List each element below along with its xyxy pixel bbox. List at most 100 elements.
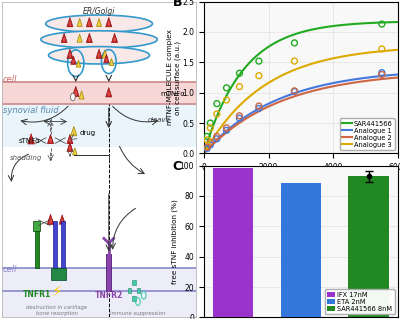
Circle shape [72,59,75,64]
Polygon shape [86,33,92,43]
Bar [348,176,389,317]
Analogue 1 [316,85,321,88]
Point [214,134,220,139]
Analogue 2 [331,84,336,88]
Point [379,46,385,51]
Analogue 1 [396,72,400,76]
Point [256,106,262,111]
Point [204,137,210,143]
Point [204,146,210,151]
SAR441566 [331,24,336,28]
Polygon shape [79,91,84,99]
Bar [35,231,39,269]
Polygon shape [67,134,73,144]
Circle shape [70,93,75,101]
Bar [280,183,321,317]
FancyBboxPatch shape [2,82,196,104]
Text: sTNFα: sTNFα [18,138,40,144]
Polygon shape [47,214,54,225]
Ellipse shape [41,31,157,48]
Y-axis label: mTNF-MOLECULE complex
on cell surface (a.u.): mTNF-MOLECULE complex on cell surface (a… [167,30,181,125]
Legend: IFX 17nM, ETA 2nM, SAR441566 8nM: IFX 17nM, ETA 2nM, SAR441566 8nM [325,289,395,314]
Point [236,84,243,89]
Bar [137,288,140,293]
Circle shape [60,218,64,224]
Circle shape [88,21,91,26]
Bar [213,168,254,317]
Circle shape [105,57,108,63]
Circle shape [62,37,66,42]
SAR441566 [396,20,400,24]
Analogue 2 [289,95,294,99]
Text: C: C [173,160,182,173]
Point [236,113,243,118]
Circle shape [49,218,52,224]
Bar [132,280,136,285]
Polygon shape [106,87,112,97]
Bar [132,296,136,301]
Polygon shape [106,18,112,27]
Point [256,103,262,108]
Text: mTNFα: mTNFα [160,91,185,97]
Ellipse shape [46,15,152,33]
Bar [61,221,65,269]
Circle shape [107,91,110,97]
Bar [50,268,66,279]
Point [379,21,385,26]
Circle shape [68,52,72,58]
Polygon shape [48,134,54,144]
Polygon shape [71,126,77,136]
Text: cleave: cleave [148,117,170,122]
Analogue 1 [331,81,336,85]
Point [204,145,210,150]
SAR441566 [289,33,294,37]
Polygon shape [96,18,102,26]
FancyBboxPatch shape [2,269,196,317]
Circle shape [88,37,91,42]
Circle shape [74,90,78,96]
Circle shape [68,138,72,144]
Point [207,142,214,147]
Analogue 2 [396,76,400,79]
Polygon shape [86,18,92,27]
Polygon shape [109,58,114,65]
Line: Analogue 2: Analogue 2 [204,78,398,153]
Text: destruction in cartilage
bone resorption: destruction in cartilage bone resorption [26,305,87,316]
Analogue 1 [202,152,206,155]
Analogue 1 [251,110,256,114]
SAR441566 [202,152,206,155]
Line: Analogue 3: Analogue 3 [204,50,398,153]
Polygon shape [67,49,73,58]
Polygon shape [28,134,34,144]
Point [291,88,298,93]
Point [223,97,230,102]
Point [223,128,230,133]
Analogue 3 [251,91,256,95]
Point [207,140,214,145]
Analogue 3 [236,105,241,109]
Circle shape [107,21,110,26]
Point [214,136,220,141]
Polygon shape [71,56,76,64]
Text: immune suppression: immune suppression [110,311,166,316]
Polygon shape [102,50,108,58]
Point [236,71,243,76]
Ellipse shape [48,47,150,64]
Bar [34,221,40,231]
Line: SAR441566: SAR441566 [204,22,398,153]
Circle shape [113,37,116,42]
Line: Analogue 1: Analogue 1 [204,74,398,153]
Point [204,134,210,139]
Text: ER/Golgi: ER/Golgi [83,7,115,16]
Point [214,101,220,106]
Point [379,72,385,77]
SAR441566 [316,26,321,30]
Text: shedding: shedding [10,155,42,161]
Bar [54,221,57,269]
Polygon shape [67,18,73,27]
Analogue 1 [348,78,352,82]
Point [214,111,220,116]
Polygon shape [61,33,67,43]
Circle shape [49,138,52,144]
Analogue 3 [316,60,321,64]
